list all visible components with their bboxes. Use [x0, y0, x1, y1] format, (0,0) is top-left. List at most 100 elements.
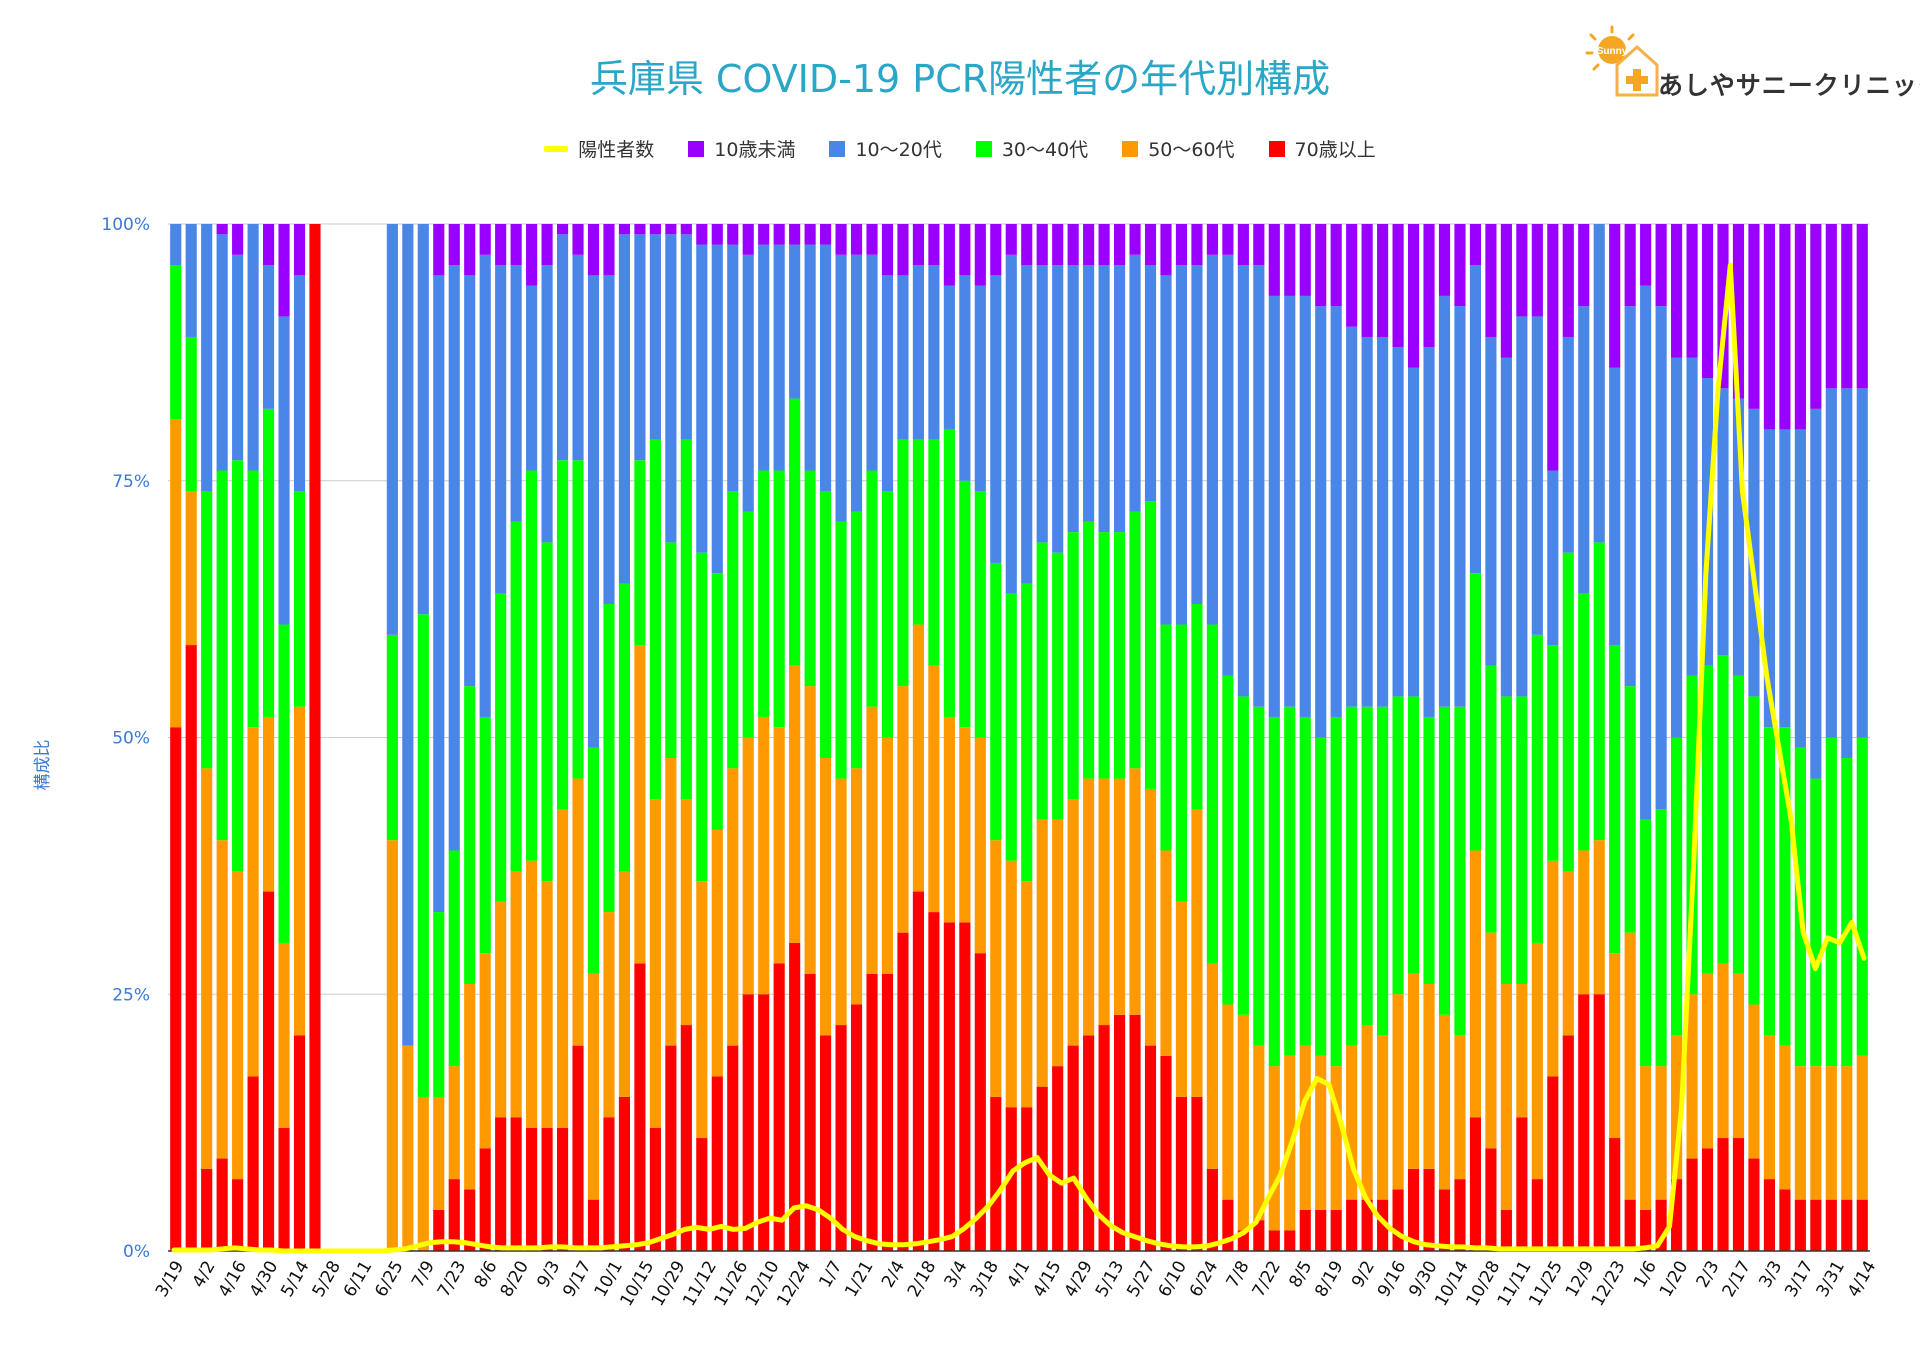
bar-segment — [464, 983, 476, 1190]
bar-segment — [1253, 706, 1265, 1046]
bar-segment — [185, 645, 197, 1251]
bar-segment — [1160, 624, 1172, 851]
bar-segment — [1825, 224, 1837, 389]
x-tick-label: 2/3 — [1693, 1258, 1724, 1292]
bar-segment — [1021, 224, 1033, 266]
bar-segment — [1856, 737, 1868, 1056]
bar-segment — [263, 408, 275, 717]
bar-segment — [448, 265, 460, 851]
bar-segment — [1516, 1117, 1528, 1251]
bar-segment — [433, 912, 445, 1097]
bar-segment — [1438, 706, 1451, 1015]
bar-segment — [541, 542, 553, 882]
x-tick-label: 9/17 — [559, 1258, 595, 1301]
bar-segment — [804, 973, 816, 1251]
y-tick-label: 75% — [112, 472, 150, 492]
bar-segment — [433, 1209, 445, 1251]
x-tick-label: 2/4 — [878, 1258, 909, 1292]
bar-segment — [1438, 1014, 1451, 1190]
bar-segment — [1098, 778, 1110, 1026]
bar-segment — [1036, 265, 1048, 543]
bar-segment — [1052, 224, 1064, 266]
bar-segment — [1144, 265, 1157, 502]
bar-segment — [232, 460, 244, 872]
bar-segment — [618, 583, 631, 872]
bar-segment — [804, 224, 816, 245]
x-tick-label: 3/31 — [1813, 1258, 1849, 1301]
bar-segment — [1856, 224, 1868, 389]
bar-segment — [170, 727, 182, 1251]
bar-segment — [711, 244, 723, 574]
bar-segment — [526, 1127, 538, 1251]
bar-segment — [556, 809, 569, 1128]
bar-segment — [1021, 1107, 1033, 1251]
bar-segment — [386, 840, 398, 1251]
bar-segment — [1469, 850, 1482, 1118]
bar-segment — [556, 1127, 569, 1251]
bar-segment — [1299, 716, 1311, 1046]
bar-segment — [1330, 224, 1342, 307]
bar-segment — [1005, 593, 1017, 861]
bar-segment — [1438, 1189, 1451, 1251]
bar-segment — [881, 491, 894, 738]
bar-segment — [1655, 306, 1667, 810]
bar-segment — [263, 891, 275, 1251]
bar-segment — [1392, 1189, 1404, 1251]
bar-segment — [1268, 1066, 1280, 1231]
bar-segment — [1810, 224, 1822, 409]
bar-segment — [727, 244, 739, 492]
bar-segment — [1686, 1158, 1698, 1251]
bar-segment — [634, 224, 646, 235]
bar-segment — [572, 254, 584, 461]
bar-segment — [897, 439, 909, 687]
legend-item: 50～60代 — [1122, 135, 1235, 162]
bar-segment — [866, 706, 878, 974]
chart-title: 兵庫県 COVID-19 PCR陽性者の年代別構成 — [589, 57, 1331, 101]
bar-segment — [1052, 819, 1064, 1067]
bar-segment — [1454, 1035, 1466, 1180]
bar-segment — [1005, 860, 1017, 1108]
bar-segment — [1856, 1199, 1868, 1251]
bar-segment — [603, 224, 615, 276]
legend-item: 70歳以上 — [1268, 135, 1376, 162]
bar-segment — [1593, 840, 1605, 995]
bar-segment — [293, 706, 306, 1036]
bar-segment — [727, 768, 739, 1046]
bar-segment — [1191, 224, 1203, 266]
bar-segment — [696, 1138, 708, 1251]
bar-segment — [773, 244, 785, 471]
bar-segment — [464, 224, 476, 276]
legend-item: 30～40代 — [975, 135, 1088, 162]
bar-segment — [1562, 552, 1574, 872]
bar-segment — [1083, 224, 1095, 266]
bar-segment — [1671, 357, 1683, 738]
bar-segment — [1021, 265, 1033, 584]
x-tick-label: 2/18 — [904, 1258, 940, 1301]
x-tick-label: 4/16 — [215, 1258, 251, 1301]
x-tick-label: 8/5 — [1285, 1258, 1316, 1292]
bar-segment — [773, 224, 785, 245]
bar-segment — [804, 686, 816, 974]
bar-segment — [1841, 224, 1853, 389]
bar-segment — [1562, 1035, 1574, 1251]
bar-segment — [386, 224, 398, 635]
bar-segment — [1562, 871, 1574, 1036]
x-tick-label: 3/18 — [967, 1258, 1003, 1301]
bar-segment — [464, 1189, 476, 1251]
bar-segment — [216, 840, 228, 1159]
bar-segment — [464, 275, 476, 687]
bar-segment — [1732, 1138, 1745, 1251]
bar-segment — [1516, 316, 1528, 697]
bar-segment — [850, 768, 863, 1005]
bar-segment — [1083, 778, 1095, 1036]
bar-segment — [1671, 224, 1683, 358]
x-tick-label: 9/2 — [1348, 1258, 1379, 1292]
bar-segment — [1748, 408, 1760, 697]
bar-segment — [495, 224, 507, 266]
bar-segment — [866, 470, 878, 707]
bar-segment — [1036, 542, 1048, 820]
bar-segment — [1191, 603, 1203, 810]
bar-segment — [804, 470, 816, 687]
bar-segment — [1284, 295, 1296, 707]
bar-segment — [618, 234, 631, 584]
